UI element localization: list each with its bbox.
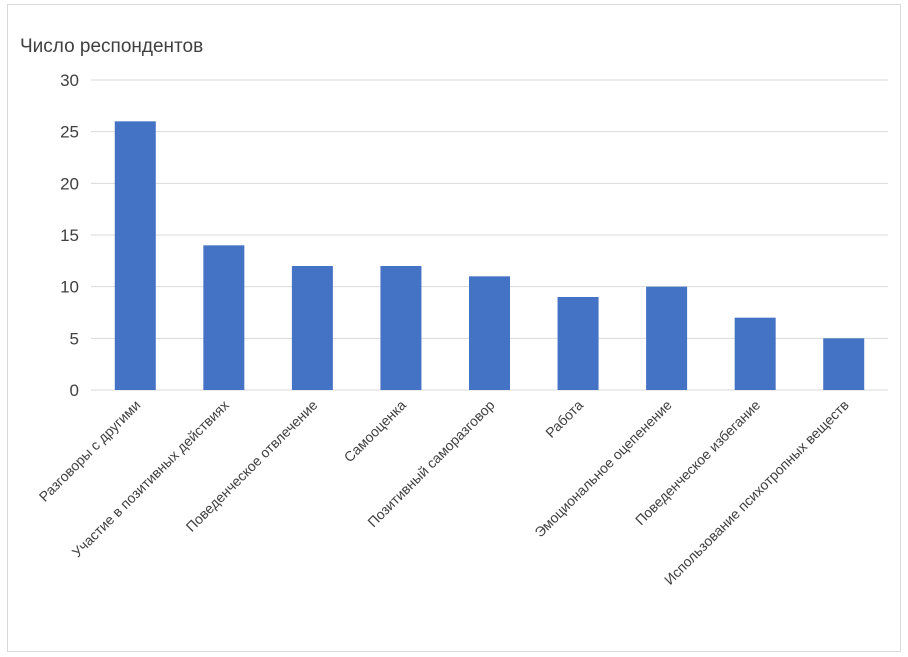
category-label: Разговоры с другими: [36, 397, 144, 505]
category-label: Самооценка: [341, 397, 410, 466]
y-tick-labels: 0 5 10 15 20 25 30: [60, 71, 79, 400]
bar: [203, 245, 245, 390]
bars: [114, 121, 865, 390]
y-tick-label: 20: [60, 174, 79, 193]
bar: [380, 266, 422, 390]
y-tick-label: 15: [60, 226, 79, 245]
bar: [823, 338, 865, 390]
bar: [646, 286, 688, 390]
y-axis-label: Число респондентов: [20, 36, 203, 57]
bar: [734, 317, 776, 390]
y-tick-label: 30: [60, 71, 79, 90]
category-label: Использование психотропных веществ: [661, 397, 852, 588]
bar: [557, 297, 599, 390]
y-tick-label: 10: [60, 278, 79, 297]
y-tick-label: 5: [70, 329, 79, 348]
bar: [291, 266, 333, 390]
y-tick-label: 0: [70, 381, 79, 400]
bar: [469, 276, 510, 390]
bar: [114, 121, 156, 390]
category-label: Работа: [542, 397, 586, 441]
category-label: Участие в позитивных действиях: [69, 397, 232, 560]
y-tick-label: 25: [60, 123, 79, 142]
